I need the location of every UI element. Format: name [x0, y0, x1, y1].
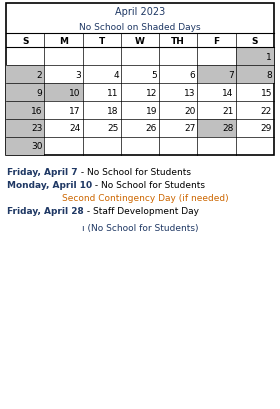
Text: 19: 19	[146, 106, 157, 115]
Text: 20: 20	[184, 106, 195, 115]
Bar	[6, 138, 44, 155]
Text: 25: 25	[108, 124, 119, 133]
Bar	[6, 66, 44, 84]
Text: 8: 8	[266, 70, 272, 79]
Text: 17: 17	[69, 106, 81, 115]
Text: 18: 18	[107, 106, 119, 115]
Text: 13: 13	[184, 88, 195, 97]
Text: 26: 26	[146, 124, 157, 133]
Text: 22: 22	[261, 106, 272, 115]
Text: Friday, April 28: Friday, April 28	[7, 207, 84, 216]
Text: 5: 5	[151, 70, 157, 79]
Text: 15: 15	[260, 88, 272, 97]
Text: ı (No School for Students): ı (No School for Students)	[82, 223, 198, 232]
Text: T: T	[99, 36, 105, 45]
Text: 1: 1	[266, 52, 272, 61]
Text: 24: 24	[69, 124, 81, 133]
Bar	[6, 84, 44, 102]
Text: 11: 11	[107, 88, 119, 97]
Bar	[197, 120, 236, 138]
Text: - No School for Students: - No School for Students	[78, 168, 191, 177]
Text: W: W	[135, 36, 145, 45]
Text: Second Contingency Day (if needed): Second Contingency Day (if needed)	[62, 193, 229, 202]
Text: - No School for Students: - No School for Students	[92, 180, 205, 189]
Text: 2: 2	[37, 70, 42, 79]
Text: 16: 16	[31, 106, 42, 115]
Bar	[197, 66, 236, 84]
Bar	[236, 48, 274, 66]
Bar	[6, 4, 274, 155]
Text: S: S	[22, 36, 28, 45]
Text: 12: 12	[146, 88, 157, 97]
Text: 7: 7	[228, 70, 234, 79]
Bar	[6, 120, 44, 138]
Text: TH: TH	[171, 36, 185, 45]
Text: 30: 30	[31, 142, 42, 151]
Text: 29: 29	[261, 124, 272, 133]
Text: 21: 21	[222, 106, 234, 115]
Text: 28: 28	[222, 124, 234, 133]
Text: 3: 3	[75, 70, 81, 79]
Text: Friday, April 7: Friday, April 7	[7, 168, 78, 177]
Bar	[44, 84, 83, 102]
Text: 4: 4	[113, 70, 119, 79]
Text: 9: 9	[36, 88, 42, 97]
Text: F: F	[214, 36, 220, 45]
Text: S: S	[252, 36, 258, 45]
Text: 6: 6	[190, 70, 195, 79]
Text: M: M	[59, 36, 68, 45]
Text: April 2023: April 2023	[115, 7, 165, 17]
Bar	[236, 66, 274, 84]
Text: 10: 10	[69, 88, 81, 97]
Text: 23: 23	[31, 124, 42, 133]
Text: - Staff Development Day: - Staff Development Day	[84, 207, 199, 216]
Text: 14: 14	[222, 88, 234, 97]
Bar	[6, 102, 44, 120]
Text: No School on Shaded Days: No School on Shaded Days	[79, 22, 201, 31]
Text: 27: 27	[184, 124, 195, 133]
Text: Monday, April 10: Monday, April 10	[7, 180, 92, 189]
